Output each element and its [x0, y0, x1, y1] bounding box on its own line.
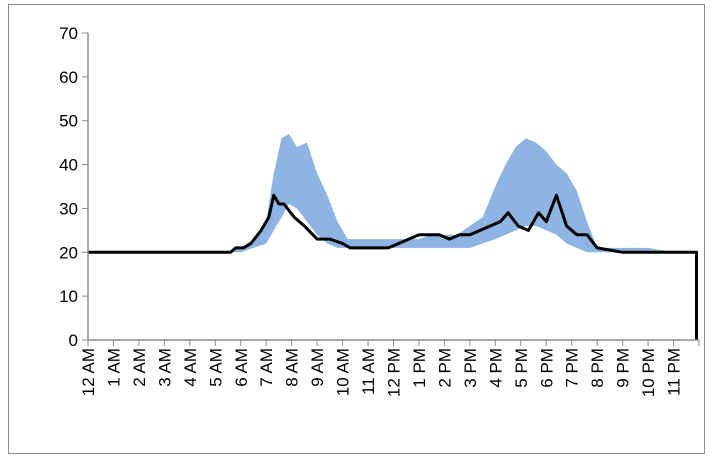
x-tick-label: 8 AM [283, 348, 302, 387]
y-tick-label: 40 [59, 156, 78, 175]
y-tick-label: 60 [59, 68, 78, 87]
x-tick-label: 3 PM [461, 348, 480, 388]
x-tick-label: 11 PM [665, 348, 684, 396]
y-tick-label: 30 [59, 199, 78, 218]
x-tick-label: 7 AM [257, 348, 276, 387]
x-tick-label: 2 PM [435, 348, 454, 388]
x-tick-label: 3 AM [155, 348, 174, 387]
range-band-series [88, 133, 694, 253]
y-tick-label: 20 [59, 243, 78, 262]
x-tick-label: 9 PM [614, 348, 633, 388]
y-tick-label: 70 [59, 24, 78, 43]
x-tick-label: 7 PM [563, 348, 582, 388]
x-tick-label: 10 PM [639, 348, 658, 397]
x-tick-label: 2 AM [130, 348, 149, 387]
x-tick-label: 11 AM [359, 348, 378, 395]
x-tick-label: 10 AM [334, 348, 353, 396]
x-tick-label: 12 AM [79, 348, 98, 396]
x-tick-label: 12 PM [385, 348, 404, 397]
x-tick-label: 6 PM [537, 348, 556, 388]
x-tick-label: 9 AM [308, 348, 327, 387]
line-series [88, 193, 698, 340]
x-tick-label: 5 PM [512, 348, 531, 388]
y-tick-label: 10 [59, 287, 78, 306]
x-tick-label: 1 AM [105, 348, 124, 387]
x-tick-label: 5 AM [206, 348, 225, 387]
x-tick-label: 6 AM [232, 348, 251, 387]
x-tick-label: 1 PM [410, 348, 429, 388]
x-tick-label: 8 PM [588, 348, 607, 388]
x-tick-label: 4 AM [181, 348, 200, 387]
x-tick-label: 4 PM [486, 348, 505, 388]
y-tick-label: 50 [59, 112, 78, 131]
y-tick-label: 0 [69, 331, 78, 350]
